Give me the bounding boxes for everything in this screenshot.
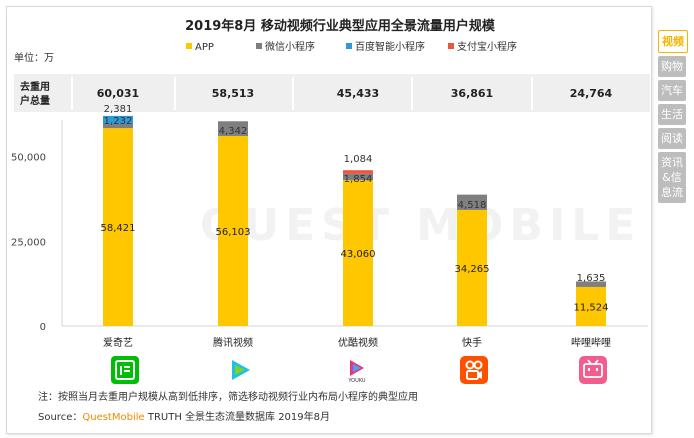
bar-4-0	[576, 286, 606, 326]
tencent-video-logo-icon	[226, 356, 254, 384]
chart-title: 2019年8月 移动视频行业典型应用全景流量用户规模	[185, 18, 496, 34]
bar-1-1	[218, 121, 248, 136]
legend-label-2: 百度智能小程序	[355, 40, 425, 53]
category-label-2: 优酷视频	[338, 336, 378, 349]
legend-swatch-1	[256, 43, 262, 49]
value-label-wechat-1: 4,342	[219, 126, 248, 137]
side-tab-0[interactable]: 视频	[658, 30, 688, 53]
side-tab-1[interactable]: 购物	[658, 56, 686, 77]
value-label-wechat-4: 1,635	[577, 273, 606, 284]
value-label-wechat-2: 1,854	[344, 174, 373, 185]
dedup-total-2: 45,433	[337, 87, 379, 100]
legend-label-3: 支付宝小程序	[457, 40, 517, 53]
y-tick-label-2: 50,000	[11, 153, 46, 164]
legend-label-0: APP	[195, 42, 214, 53]
bar-0-1	[103, 123, 133, 129]
bilibili-logo-icon	[579, 356, 607, 384]
value-label-app-1: 56,103	[216, 227, 251, 238]
watermark-text: QUEST MOBILE	[200, 200, 641, 251]
svg-text:YOUKU: YOUKU	[347, 378, 366, 384]
dedup-total-1: 58,513	[212, 87, 254, 100]
source-line: Source：QuestMobile TRUTH 全景生态流量数据库 2019年…	[38, 408, 330, 423]
category-label-1: 腾讯视频	[213, 336, 253, 349]
youku-logo-icon: YOUKU	[343, 356, 371, 384]
dedup-total-3: 36,861	[451, 87, 493, 100]
bar-1-0	[218, 135, 248, 326]
legend-swatch-3	[448, 43, 454, 49]
category-label-0: 爱奇艺	[103, 336, 133, 349]
dedup-header-line1: 去重用	[20, 80, 50, 93]
y-tick-label-1: 25,000	[11, 237, 46, 248]
legend-swatch-2	[346, 43, 352, 49]
y-tick-label-0: 0	[40, 322, 46, 333]
category-label-3: 快手	[462, 336, 482, 349]
value-label-wechat-0: 1,232	[104, 116, 133, 127]
legend-label-1: 微信小程序	[265, 40, 315, 53]
footnote: 注：按照当月去重用户规模从高到低排序，筛选移动视频行业内布局小程序的典型应用	[38, 392, 418, 403]
side-tab-4[interactable]: 阅读	[658, 128, 686, 149]
bar-3-1	[457, 194, 487, 210]
category-label-4: 哔哩哔哩	[571, 336, 611, 349]
value-label-app-0: 58,421	[101, 223, 136, 234]
dedup-total-4: 24,764	[570, 87, 613, 100]
bar-4-1	[576, 281, 606, 287]
bar-0-2	[103, 115, 133, 124]
source-brand: QuestMobile	[82, 412, 145, 423]
side-tab-2[interactable]: 汽车	[658, 80, 686, 101]
dedup-total-0: 60,031	[97, 87, 139, 100]
dedup-row-bg	[14, 74, 650, 112]
value-label-baidu-0: 2,381	[104, 104, 133, 115]
unit-label: 单位：万	[14, 51, 54, 64]
value-label-wechat-3: 4,518	[458, 200, 487, 211]
source-rest: TRUTH 全景生态流量数据库 2019年8月	[144, 412, 331, 423]
value-label-alipay-2: 1,084	[344, 154, 373, 165]
source-prefix: Source：	[38, 412, 83, 423]
side-tab-5[interactable]: 资讯&信息流	[658, 152, 686, 203]
iqiyi-logo-icon	[111, 356, 139, 384]
side-tab-nav: 视频购物汽车生活阅读资讯&信息流	[658, 30, 688, 206]
bar-2-0	[343, 180, 373, 326]
side-tab-3[interactable]: 生活	[658, 104, 686, 125]
bar-2-1	[343, 173, 373, 181]
bar-0-0	[103, 128, 133, 326]
kuaishou-logo-icon	[460, 356, 488, 384]
value-label-app-2: 43,060	[341, 249, 376, 260]
value-label-app-3: 34,265	[455, 264, 490, 275]
bar-2-3	[343, 170, 373, 174]
bar-3-0	[457, 209, 487, 326]
value-label-app-4: 11,524	[574, 302, 609, 313]
dedup-header-line2: 户总量	[19, 94, 50, 107]
legend-swatch-0	[186, 43, 192, 49]
